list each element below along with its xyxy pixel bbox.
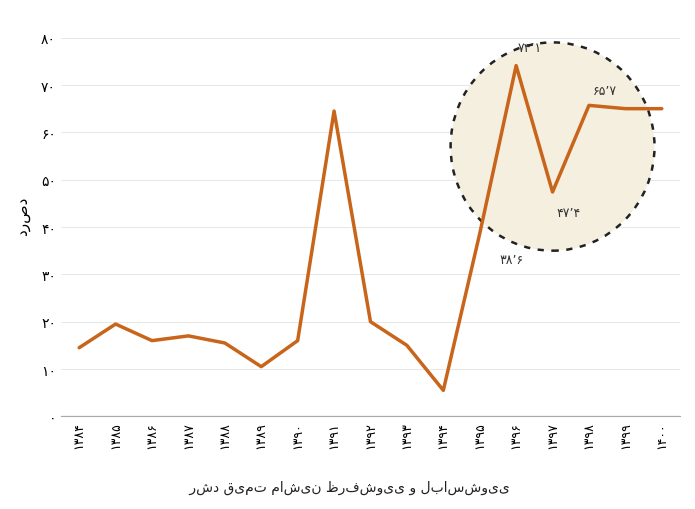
Text: ۶۵٬۷: ۶۵٬۷	[593, 84, 616, 98]
Text: ۷۴٬۱: ۷۴٬۱	[518, 42, 542, 55]
Y-axis label: درصد: درصد	[15, 196, 30, 235]
Text: رشد قیمت ماشین ظرفشویی و لباسشویی: رشد قیمت ماشین ظرفشویی و لباسشویی	[185, 480, 510, 494]
Ellipse shape	[450, 43, 655, 251]
Text: ۴۷٬۴: ۴۷٬۴	[556, 206, 580, 219]
Text: ۳۸٬۶: ۳۸٬۶	[500, 253, 524, 267]
